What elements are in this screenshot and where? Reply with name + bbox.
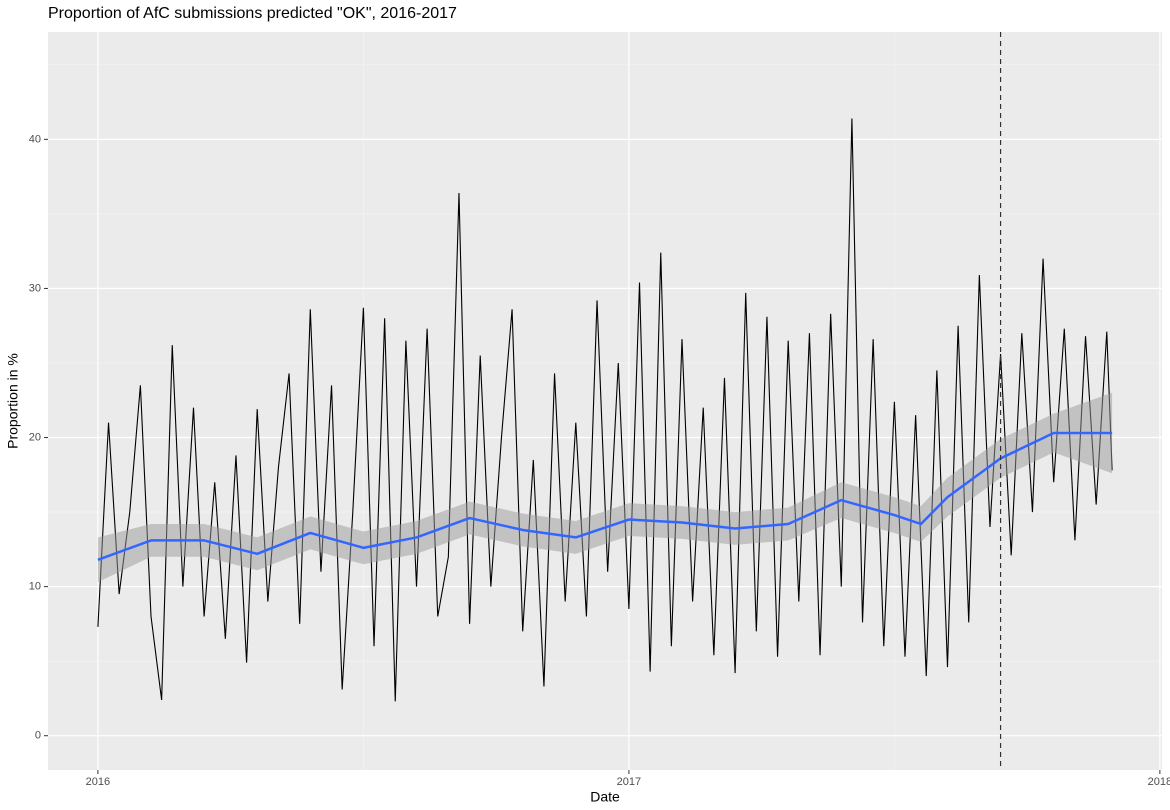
x-tick-label: 2017 bbox=[617, 776, 641, 788]
y-tick-label: 40 bbox=[29, 133, 41, 145]
panel bbox=[48, 32, 1162, 770]
y-axis-label: Proportion in % bbox=[5, 353, 21, 449]
x-axis-label: Date bbox=[590, 789, 620, 805]
y-tick-label: 10 bbox=[29, 581, 41, 593]
confidence-band bbox=[97, 392, 1113, 583]
x-tick-label: 2016 bbox=[86, 776, 110, 788]
data-line bbox=[97, 118, 1113, 702]
smooth-line bbox=[97, 431, 1113, 561]
chart-title: Proportion of AfC submissions predicted … bbox=[48, 5, 457, 22]
y-tick-label: 20 bbox=[29, 431, 41, 443]
x-tick-label: 2018 bbox=[1148, 776, 1170, 788]
y-tick-label: 30 bbox=[29, 282, 41, 294]
y-tick-label: 0 bbox=[35, 730, 41, 742]
